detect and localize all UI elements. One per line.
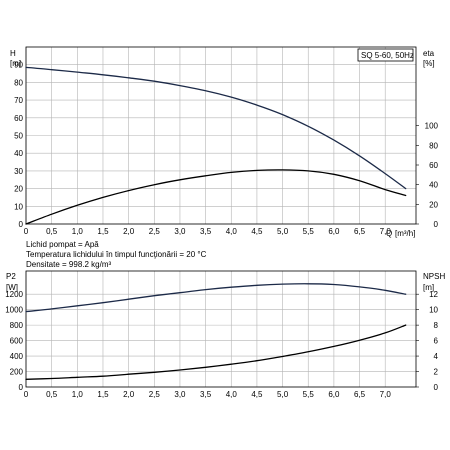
efficiency-curve bbox=[25, 169, 407, 225]
power-npsh-chart: 0 0,5 1,0 1,5 2,0 2,5 3,0 3,5 4,0 4,5 5,0 5,5 6,0 6,5… bbox=[5, 270, 445, 399]
x-tick-label: 6,5 bbox=[354, 227, 366, 236]
right-tick-label: 4 bbox=[434, 352, 439, 361]
right-tick-label: 20 bbox=[429, 200, 438, 209]
x-tick-label: 0 bbox=[24, 227, 29, 236]
left-tick-label: 400 bbox=[10, 352, 24, 361]
head-efficiency-chart: 0 0,5 1,0 1,5 2,0 2,5 3,0 3,5 4,0 4,5 5,0 5,5 6,0 6,5… bbox=[10, 46, 439, 238]
note-pumped-liquid: Lichid pompat = Apă bbox=[26, 240, 99, 249]
x-tick-label: 0,5 bbox=[46, 227, 58, 236]
x-tick-label: 6,0 bbox=[328, 390, 340, 399]
left-tick-label: 1000 bbox=[5, 306, 23, 315]
top-plot-frame bbox=[25, 46, 417, 225]
top-grid bbox=[25, 47, 416, 225]
x-tick-label: 5,0 bbox=[277, 390, 289, 399]
right-tick-label: 60 bbox=[429, 161, 438, 170]
left-tick-label: 10 bbox=[14, 202, 23, 211]
head-curve bbox=[25, 66, 407, 190]
top-x-ticks: 0 0,5 1,0 1,5 2,0 2,5 3,0 3,5 4,0 4,5 5,0 5,5 6,0 6,5… bbox=[24, 227, 392, 236]
bottom-right-axis-unit: [m] bbox=[423, 283, 434, 292]
top-left-ticks: 0 10 20 30 40 50 60 70 80 90 bbox=[14, 61, 23, 229]
x-tick-label: 3,0 bbox=[174, 390, 186, 399]
x-tick-label: 3,5 bbox=[200, 227, 212, 236]
top-curves bbox=[25, 66, 407, 225]
bottom-grid bbox=[25, 271, 416, 388]
x-tick-label: 4,5 bbox=[251, 227, 263, 236]
x-tick-label: 2,0 bbox=[123, 227, 135, 236]
x-tick-label: 6,5 bbox=[354, 390, 366, 399]
power-curve bbox=[25, 283, 407, 313]
left-tick-label: 70 bbox=[14, 96, 23, 105]
x-tick-label: 1,5 bbox=[97, 227, 109, 236]
left-tick-label: 60 bbox=[14, 114, 23, 123]
x-tick-label: 4,0 bbox=[226, 227, 238, 236]
x-tick-label: 1,0 bbox=[72, 227, 84, 236]
x-tick-label: 5,5 bbox=[303, 390, 315, 399]
bottom-left-axis-unit: [W] bbox=[6, 283, 18, 292]
note-liquid-temperature: Temperatura lichidului în timpul funcţio… bbox=[26, 250, 207, 259]
x-tick-label: 4,5 bbox=[251, 390, 263, 399]
bottom-curves bbox=[25, 283, 407, 380]
left-tick-label: 90 bbox=[14, 61, 23, 70]
top-right-axis-label: eta bbox=[423, 49, 435, 58]
top-right-axis-unit: [%] bbox=[423, 59, 435, 68]
chart-title-box bbox=[357, 48, 414, 62]
x-tick-label: 7,0 bbox=[380, 390, 392, 399]
x-tick-label: 4,0 bbox=[226, 390, 238, 399]
bottom-right-axis-label: NPSH bbox=[423, 272, 445, 281]
x-tick-label: 0 bbox=[24, 390, 29, 399]
right-tick-label: 8 bbox=[434, 321, 439, 330]
x-tick-label: 2,0 bbox=[123, 390, 135, 399]
x-tick-label: 6,0 bbox=[328, 227, 340, 236]
bottom-plot-frame bbox=[25, 270, 417, 388]
x-tick-label: 0,5 bbox=[46, 390, 58, 399]
left-tick-label: 30 bbox=[14, 167, 23, 176]
x-tick-label: 3,0 bbox=[174, 227, 186, 236]
right-tick-label: 6 bbox=[434, 337, 439, 346]
right-tick-label: 10 bbox=[429, 306, 438, 315]
left-tick-label: 0 bbox=[19, 383, 24, 392]
left-tick-label: 20 bbox=[14, 185, 23, 194]
x-tick-label: 3,5 bbox=[200, 390, 212, 399]
top-x-axis-unit: [m³/h] bbox=[395, 229, 415, 238]
x-tick-label: 2,5 bbox=[149, 390, 161, 399]
left-tick-label: 800 bbox=[10, 321, 24, 330]
left-tick-label: 200 bbox=[10, 368, 24, 377]
chart-title: SQ 5-60, 50Hz bbox=[361, 51, 414, 60]
bottom-x-ticks: 0 0,5 1,0 1,5 2,0 2,5 3,0 3,5 4,0 4,5 5,0 5,5 6,0 6,5… bbox=[24, 390, 392, 399]
top-x-axis-label: Q bbox=[386, 229, 392, 238]
x-tick-label: 1,5 bbox=[97, 390, 109, 399]
bottom-left-ticks: 0 200 400 600 800 1000 1200 bbox=[5, 290, 23, 392]
right-tick-label: 80 bbox=[429, 141, 438, 150]
x-tick-label: 5,0 bbox=[277, 227, 289, 236]
right-tick-label: 12 bbox=[429, 290, 438, 299]
x-tick-label: 1,0 bbox=[72, 390, 84, 399]
x-tick-label: 7,0 bbox=[380, 227, 392, 236]
top-right-ticks: 0 20 40 60 80 100 bbox=[416, 122, 439, 229]
left-tick-label: 40 bbox=[14, 149, 23, 158]
npsh-curve bbox=[25, 324, 407, 380]
bottom-left-axis-label: P2 bbox=[6, 272, 16, 281]
right-tick-label: 0 bbox=[434, 220, 439, 229]
top-left-axis-unit: [m] bbox=[10, 59, 21, 68]
right-tick-label: 2 bbox=[434, 368, 439, 377]
left-tick-label: 50 bbox=[14, 132, 23, 141]
right-tick-label: 100 bbox=[425, 122, 439, 131]
left-tick-label: 600 bbox=[10, 337, 24, 346]
note-density: Densitate = 998.2 kg/m³ bbox=[26, 260, 111, 269]
left-tick-label: 1200 bbox=[5, 290, 23, 299]
bottom-right-ticks: 0 2 4 6 8 10 12 bbox=[416, 290, 439, 392]
right-tick-label: 40 bbox=[429, 181, 438, 190]
fluid-notes: Lichid pompat = Apă Temperatura lichidul… bbox=[26, 240, 207, 269]
right-tick-label: 0 bbox=[434, 383, 439, 392]
top-left-axis-label: H bbox=[10, 49, 16, 58]
left-tick-label: 80 bbox=[14, 78, 23, 87]
x-tick-label: 5,5 bbox=[303, 227, 315, 236]
left-tick-label: 0 bbox=[19, 220, 24, 229]
x-tick-label: 2,5 bbox=[149, 227, 161, 236]
